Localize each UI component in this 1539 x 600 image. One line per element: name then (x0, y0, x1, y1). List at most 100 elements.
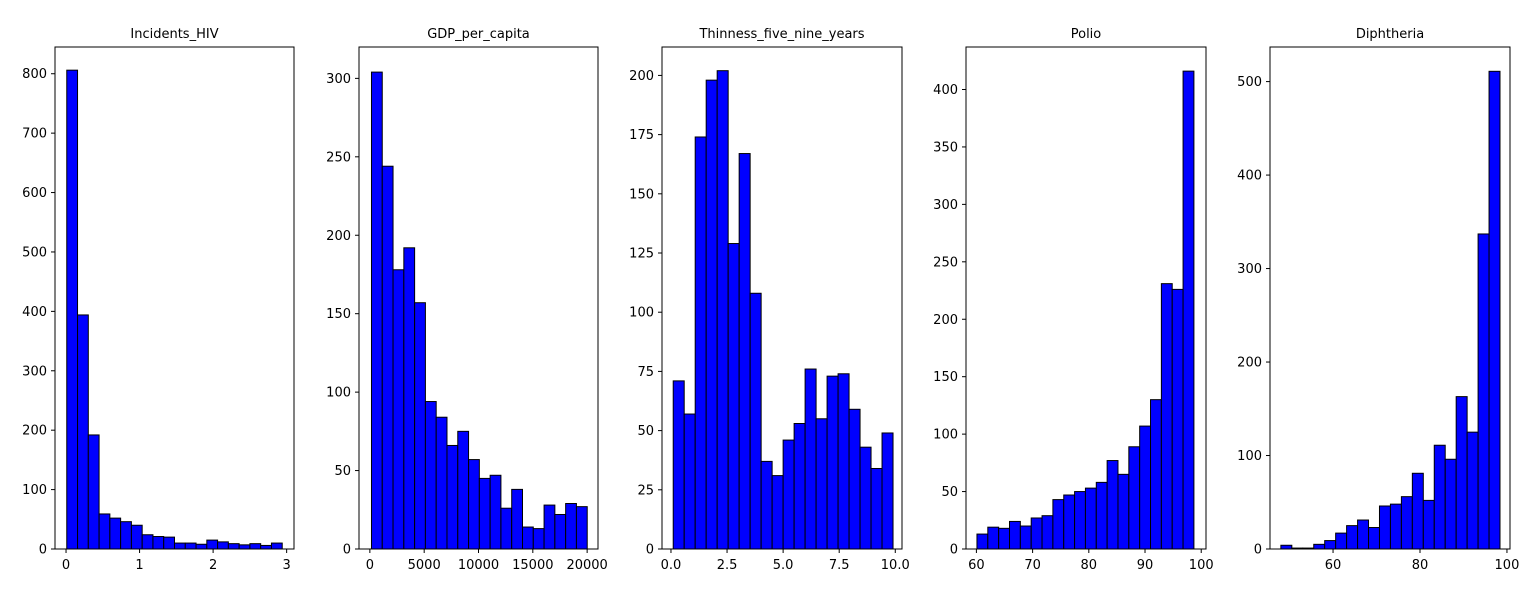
x-tick-label: 7.5 (829, 558, 850, 573)
histogram-bar (848, 408, 861, 550)
y-tick-label: 400 (22, 305, 47, 320)
histogram-bar (987, 526, 1000, 550)
histogram-bar (184, 542, 197, 550)
histogram-bar (837, 373, 850, 550)
histogram-bar (120, 521, 132, 550)
y-tick-label: 300 (933, 198, 958, 213)
histogram-panel-2: 0 5000 10000 15000 20000 0 50 100 150 200 250 300 GD… (326, 27, 608, 573)
x-tick-label: 60 (968, 558, 985, 573)
histogram-bar (87, 434, 100, 550)
panel-title: Diphtheria (1356, 27, 1424, 42)
y-tick-label: 50 (334, 464, 351, 479)
y-tick-label: 100 (933, 428, 958, 443)
histogram-bar (392, 269, 405, 550)
panel-title: Polio (1071, 27, 1102, 42)
x-tick-label: 100 (1495, 558, 1520, 573)
axes-frame (54, 46, 295, 550)
histogram-bar (260, 544, 272, 550)
x-tick-label: 5.0 (773, 558, 794, 573)
histogram-bar (77, 314, 89, 550)
histogram-panel-3: 0.0 2.5 5.0 7.5 10.0 0 25 50 75 100 125 150 175 200 Th… (629, 27, 910, 573)
histogram-bar (1139, 425, 1152, 550)
histogram-bar (1389, 503, 1402, 550)
y-tick-label: 500 (22, 245, 47, 260)
histogram-bar (446, 444, 459, 550)
histogram-bar (1041, 515, 1054, 550)
y-tick-label: 75 (637, 365, 654, 380)
histogram-bar (543, 504, 556, 550)
histogram-bar (793, 423, 806, 550)
histogram-bar (1433, 444, 1446, 550)
histogram-bar (174, 542, 186, 550)
histogram-bar (1378, 505, 1391, 550)
histogram-bar (152, 536, 165, 550)
y-tick-label: 250 (326, 150, 351, 165)
y-tick-label: 300 (326, 72, 351, 87)
y-tick-label: 350 (933, 140, 958, 155)
histogram-bar (1455, 396, 1468, 550)
histogram-bar (749, 292, 762, 550)
histogram-bar (511, 488, 523, 550)
histogram-bar (1106, 460, 1119, 550)
histogram-bar (468, 459, 480, 550)
histogram-bar (1357, 519, 1370, 550)
y-tick-label: 100 (629, 306, 654, 321)
histogram-bar (1074, 491, 1086, 550)
y-tick-label: 25 (637, 483, 654, 498)
y-tick-label: 300 (1237, 262, 1262, 277)
histogram-bar (521, 526, 534, 550)
histogram-bar (575, 506, 588, 550)
histogram-bar (1150, 399, 1162, 550)
y-tick-label: 400 (933, 83, 958, 98)
histogram-bar (1052, 499, 1065, 550)
y-tick-label: 250 (933, 255, 958, 270)
histogram-bar (414, 302, 426, 550)
y-tick-label: 200 (326, 229, 351, 244)
x-tick-label: 0 (366, 558, 374, 573)
histogram-bar (716, 70, 729, 550)
histogram-bar (705, 79, 718, 550)
y-tick-label: 150 (933, 370, 958, 385)
axes-frame (1269, 46, 1511, 550)
x-tick-label: 80 (1081, 558, 1098, 573)
histogram-bar (1019, 525, 1032, 550)
histogram-bar (1335, 532, 1348, 550)
histogram-bar (424, 401, 437, 550)
histogram-bar (238, 544, 251, 550)
y-tick-label: 0 (39, 543, 47, 558)
histogram-bar (227, 543, 240, 550)
histogram-bar (1346, 525, 1359, 550)
histogram-bar (478, 477, 491, 550)
histogram-bar (859, 446, 872, 550)
histogram-bar (1422, 499, 1435, 550)
histogram-panel-4: 60 70 80 90 100 0 50 100 150 200 250 300 350 400 Polio (933, 27, 1213, 573)
y-tick-label: 175 (629, 128, 654, 143)
histogram-bar (130, 524, 143, 550)
histogram-bar (1009, 520, 1021, 550)
y-tick-label: 200 (629, 69, 654, 84)
histogram-bar (457, 430, 470, 550)
histogram-bar (1171, 288, 1184, 550)
histogram-bar (1444, 458, 1457, 550)
histogram-bar (489, 474, 502, 550)
x-tick-label: 5000 (408, 558, 441, 573)
histogram-bar (976, 533, 989, 550)
y-tick-label: 200 (1237, 356, 1262, 371)
histogram-bar (1280, 544, 1293, 550)
y-tick-label: 50 (941, 485, 958, 500)
histogram-panel-5: 60 80 100 0 100 200 300 400 500 Diphtheria (1237, 27, 1519, 573)
histogram-bar (1128, 446, 1141, 550)
histogram-bar (565, 503, 577, 550)
histogram-bar (381, 165, 394, 550)
histogram-bar (249, 543, 262, 550)
x-tick-label: 0 (62, 558, 70, 573)
histogram-bar (217, 541, 229, 550)
x-tick-label: 15000 (512, 558, 553, 573)
histogram-bar (163, 536, 175, 550)
histogram-bar (1488, 70, 1501, 550)
histogram-bar (1160, 283, 1173, 550)
histogram-bar (672, 380, 685, 550)
y-tick-label: 700 (22, 127, 47, 142)
histogram-bar (195, 543, 208, 550)
